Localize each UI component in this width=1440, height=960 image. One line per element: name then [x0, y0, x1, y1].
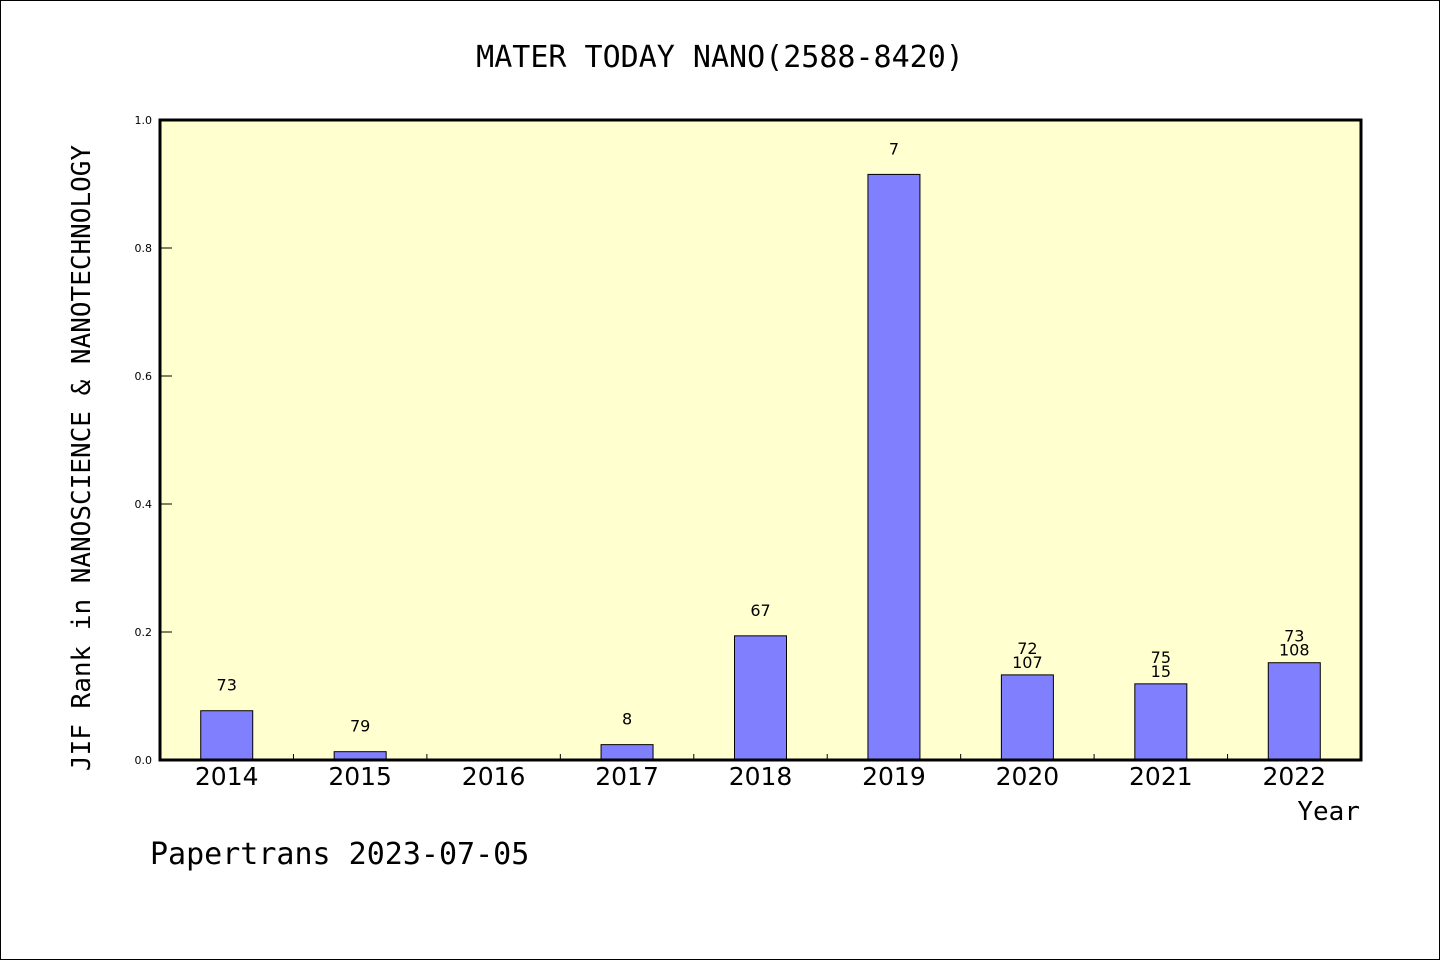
footer-credit: Papertrans 2023-07-05: [150, 837, 529, 872]
x-tick-label: 2014: [195, 762, 259, 791]
bar-2018: [734, 635, 787, 761]
data-label: 73: [217, 676, 237, 695]
x-axis-label: Year: [1297, 797, 1360, 827]
chart-title: MATER TODAY NANO(2588-8420): [476, 40, 964, 75]
data-label: 8: [622, 710, 632, 729]
bar-2022: [1267, 662, 1321, 761]
data-label: 75: [1151, 648, 1171, 667]
data-label: 108: [1279, 641, 1310, 660]
data-label: 15: [1151, 662, 1171, 681]
data-label: 79: [350, 717, 370, 736]
bar-2020: [1000, 674, 1054, 761]
data-label: 73: [1284, 627, 1304, 646]
bar-2021: [1134, 683, 1188, 761]
x-tick-label: 2022: [1262, 762, 1326, 791]
y-tick-label: 0.2: [135, 626, 153, 639]
y-tick-label: 0.6: [135, 370, 153, 383]
y-tick-label: 0.8: [135, 242, 153, 255]
bar-2017: [600, 744, 654, 761]
y-tick-label: 0.0: [135, 754, 153, 767]
x-tick-label: 2017: [595, 762, 659, 791]
x-tick-label: 2020: [996, 762, 1060, 791]
bar-2019: [867, 173, 921, 761]
plot-border: [158, 118, 1363, 762]
data-label: 7: [889, 139, 899, 158]
x-tick-label: 2018: [729, 762, 793, 791]
y-tick-label: 0.4: [135, 498, 153, 511]
data-label: 67: [750, 601, 770, 620]
x-tick-label: 2019: [862, 762, 926, 791]
data-label: 72: [1017, 639, 1037, 658]
y-tick-label: 1.0: [135, 114, 153, 127]
bar-2014: [200, 710, 254, 761]
data-label: 107: [1012, 653, 1043, 672]
bars-group: [200, 173, 1321, 761]
x-tick-label: 2016: [462, 762, 526, 791]
x-tick-label: 2015: [328, 762, 392, 791]
y-axis: 0.0 0.2 0.4 0.6 0.8 1.0: [135, 114, 172, 767]
x-axis: 2014 2015 2016 2017 2018 2019 2020 2021 2022: [195, 754, 1326, 791]
y-axis-label: JIF Rank in NANOSCIENCE & NANOTECHNOLOGY: [67, 145, 97, 771]
x-tick-label: 2021: [1129, 762, 1193, 791]
